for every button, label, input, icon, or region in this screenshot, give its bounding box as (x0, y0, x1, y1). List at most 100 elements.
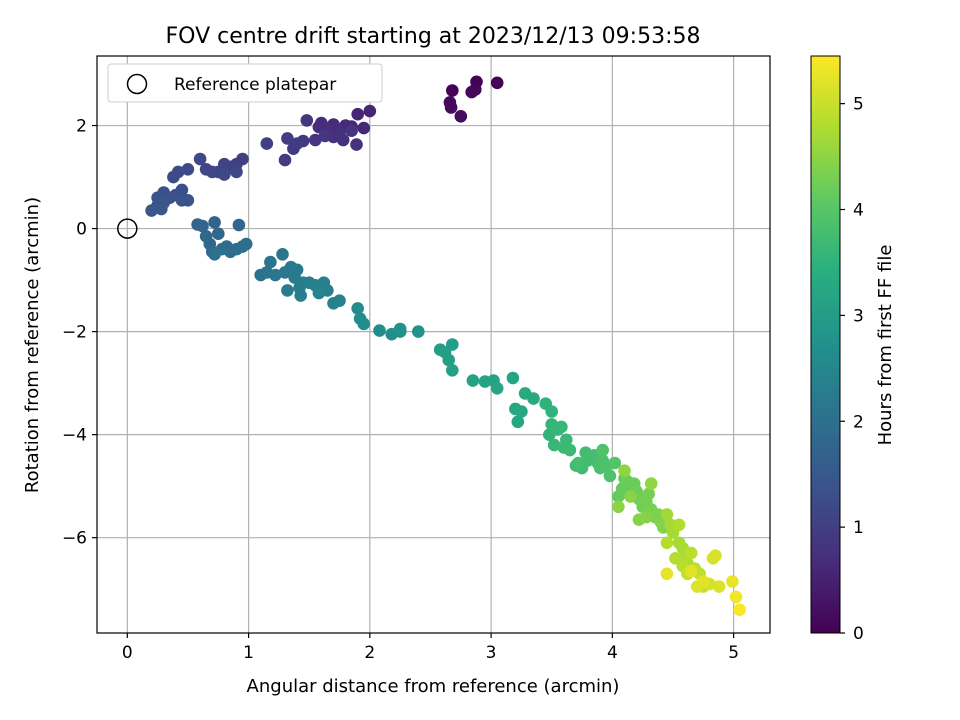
x-tick-label: 4 (607, 643, 618, 663)
plot-background (97, 56, 770, 633)
colorbar-tick-label: 4 (853, 201, 864, 221)
data-point (442, 353, 456, 367)
colorbar-tick-label: 0 (853, 624, 864, 644)
data-point (555, 420, 568, 434)
data-point (618, 464, 631, 478)
data-point (612, 500, 625, 514)
data-point (196, 219, 209, 233)
data-point (300, 114, 314, 127)
data-point (208, 216, 221, 229)
x-tick-label: 3 (486, 643, 497, 663)
data-point (506, 371, 520, 385)
data-point (351, 107, 365, 121)
data-point (281, 132, 294, 145)
reference-marker (117, 218, 138, 239)
data-point (363, 104, 377, 118)
colorbar-gradient (810, 55, 841, 634)
chart-title: FOV centre drift starting at 2023/12/13 … (166, 24, 701, 49)
data-point (208, 248, 221, 261)
reference-platepar-marker (117, 218, 138, 239)
x-tick-label: 0 (122, 643, 133, 663)
data-point (726, 575, 739, 588)
data-point (345, 124, 358, 137)
data-point (642, 487, 655, 501)
data-point (232, 218, 246, 232)
colorbar-tick-label: 5 (853, 95, 864, 115)
data-point (155, 202, 168, 216)
data-point (644, 477, 658, 490)
data-point (712, 580, 726, 593)
data-point (596, 443, 609, 457)
legend-box (107, 63, 383, 103)
data-point (193, 152, 207, 166)
y-tick-label: 0 (76, 220, 87, 240)
data-point (733, 603, 746, 617)
data-point (729, 590, 743, 604)
colorbar-label: Hours from first FF file (875, 245, 896, 446)
data-point (660, 508, 674, 521)
data-point (446, 364, 459, 377)
data-point (145, 204, 158, 217)
data-point (336, 133, 350, 147)
y-tick-label: 2 (76, 117, 87, 137)
data-point (572, 456, 585, 470)
scatter-points (145, 75, 746, 617)
data-point (466, 374, 480, 387)
data-point (318, 129, 332, 143)
data-point (608, 456, 622, 470)
data-point (373, 324, 386, 337)
data-point (454, 110, 468, 123)
plot-area: 0 1 2 3 4 5 2 0 −2 −4 −6 (62, 55, 771, 663)
colorbar: 0 1 2 3 4 5 Hours from first FF file (810, 55, 896, 644)
data-point (672, 518, 686, 532)
data-point (697, 575, 710, 588)
data-point (276, 248, 289, 261)
colorbar-tick-label: 2 (853, 412, 864, 432)
legend-reference-marker (126, 73, 148, 95)
legend: Reference platepar (107, 63, 383, 103)
data-point (199, 163, 213, 176)
data-point (603, 469, 617, 483)
colorbar-tick-label: 1 (853, 518, 864, 538)
data-point (175, 194, 189, 207)
legend-label: Reference platepar (174, 75, 336, 95)
data-point (167, 170, 180, 184)
data-point (624, 490, 637, 503)
data-point (269, 268, 282, 282)
data-point (350, 138, 363, 151)
y-tick-label: −2 (62, 323, 87, 343)
y-tick-label: −4 (62, 426, 87, 446)
plot-frame (96, 55, 771, 634)
data-point (278, 153, 292, 167)
x-tick-label: 2 (364, 643, 375, 663)
x-tick-label: 1 (243, 643, 254, 663)
data-point (684, 564, 698, 578)
data-point (294, 289, 308, 302)
data-point (444, 101, 458, 114)
data-point (490, 382, 504, 395)
data-point (239, 237, 253, 251)
data-point (545, 405, 558, 418)
x-axis-label: Angular distance from reference (arcmin) (247, 676, 620, 697)
data-point (357, 121, 371, 135)
data-point (290, 137, 304, 150)
data-point (660, 536, 674, 550)
data-point (684, 546, 698, 560)
y-axis-label: Rotation from reference (arcmin) (22, 197, 43, 493)
data-point (218, 168, 231, 181)
data-point (515, 405, 528, 418)
data-point (465, 85, 479, 99)
data-point (260, 137, 274, 150)
data-point (660, 567, 674, 581)
colorbar-tick-label: 3 (853, 306, 864, 326)
x-tick-label: 5 (728, 643, 739, 663)
data-point (281, 284, 294, 297)
data-point (212, 227, 225, 240)
data-point (412, 325, 425, 338)
data-point (490, 76, 504, 90)
data-point (230, 165, 243, 179)
colorbar-ticks: 0 1 2 3 4 5 (840, 95, 864, 644)
data-point (547, 438, 561, 452)
data-point (527, 392, 540, 405)
